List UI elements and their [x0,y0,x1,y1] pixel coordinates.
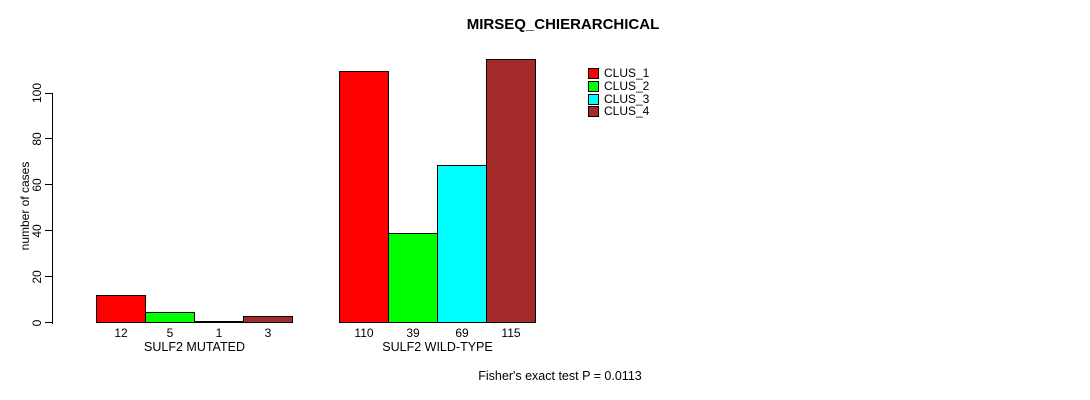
legend-item-clus_4: CLUS_4 [588,105,649,117]
bar-clus_3-cat2 [437,164,487,323]
legend-item-clus_3: CLUS_3 [588,93,649,105]
bar-clus_3-cat1 [194,320,244,323]
bar-value-label: 110 [354,326,374,340]
legend-swatch [588,105,599,117]
y-tick [45,92,52,94]
bar-clus_1-cat1 [96,294,146,323]
y-axis [52,93,53,324]
y-tick-label: 20 [30,269,44,284]
bar-value-label: 39 [406,326,420,340]
category-label: SULF2 MUTATED [144,340,245,354]
bar-clus_4-cat1 [243,315,293,323]
legend-swatch [588,93,599,105]
bar-value-label: 5 [166,326,174,340]
legend-label: CLUS_2 [604,78,650,93]
bar-value-label: 3 [264,326,272,340]
y-tick-label: 60 [30,178,44,192]
y-tick-label: 40 [30,224,44,238]
fisher-test-annotation: Fisher's exact test P = 0.0113 [478,369,642,383]
y-tick-label: 100 [30,82,44,104]
bar-clus_2-cat1 [145,311,195,323]
legend-swatch [588,80,599,92]
y-tick [45,230,52,232]
bar-value-label: 115 [501,326,521,340]
y-tick [45,322,52,323]
bar-value-label: 1 [215,326,223,340]
bar-value-label: 12 [114,326,128,340]
y-tick [45,276,52,278]
legend-label: CLUS_4 [604,103,650,118]
y-tick [45,184,52,186]
y-tick-label: 80 [30,132,44,146]
legend-label: CLUS_1 [604,65,650,80]
chart-title: MIRSEQ_CHIERARCHICAL [466,16,660,33]
legend-swatch [588,67,599,79]
y-tick-label: 0 [30,319,44,326]
legend-item-clus_1: CLUS_1 [588,67,649,79]
category-label: SULF2 WILD-TYPE [382,340,493,354]
bar-clus_4-cat2 [486,58,536,323]
legend-item-clus_2: CLUS_2 [588,80,649,92]
bar-clus_1-cat2 [339,70,389,323]
bar-clus_2-cat2 [388,232,438,323]
bar-value-label: 69 [455,326,469,340]
y-tick [45,138,52,140]
legend-label: CLUS_3 [604,91,650,106]
